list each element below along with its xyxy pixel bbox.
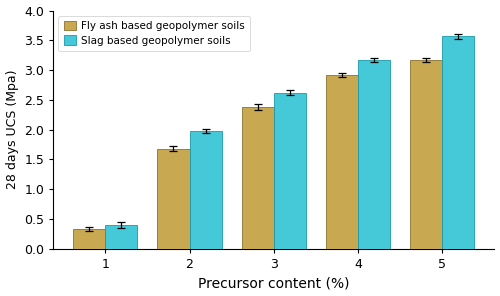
Y-axis label: 28 days UCS (Mpa): 28 days UCS (Mpa) — [6, 70, 18, 189]
Legend: Fly ash based geopolymer soils, Slag based geopolymer soils: Fly ash based geopolymer soils, Slag bas… — [58, 16, 250, 51]
Bar — [158, 149, 190, 249]
Bar — [326, 75, 358, 249]
X-axis label: Precursor content (%): Precursor content (%) — [198, 276, 350, 290]
Bar — [358, 60, 390, 249]
Bar — [190, 131, 222, 249]
Bar — [442, 36, 474, 249]
Bar — [242, 107, 274, 249]
Bar — [73, 229, 105, 249]
Bar — [274, 93, 306, 249]
Bar — [105, 225, 138, 249]
Bar — [410, 60, 442, 249]
